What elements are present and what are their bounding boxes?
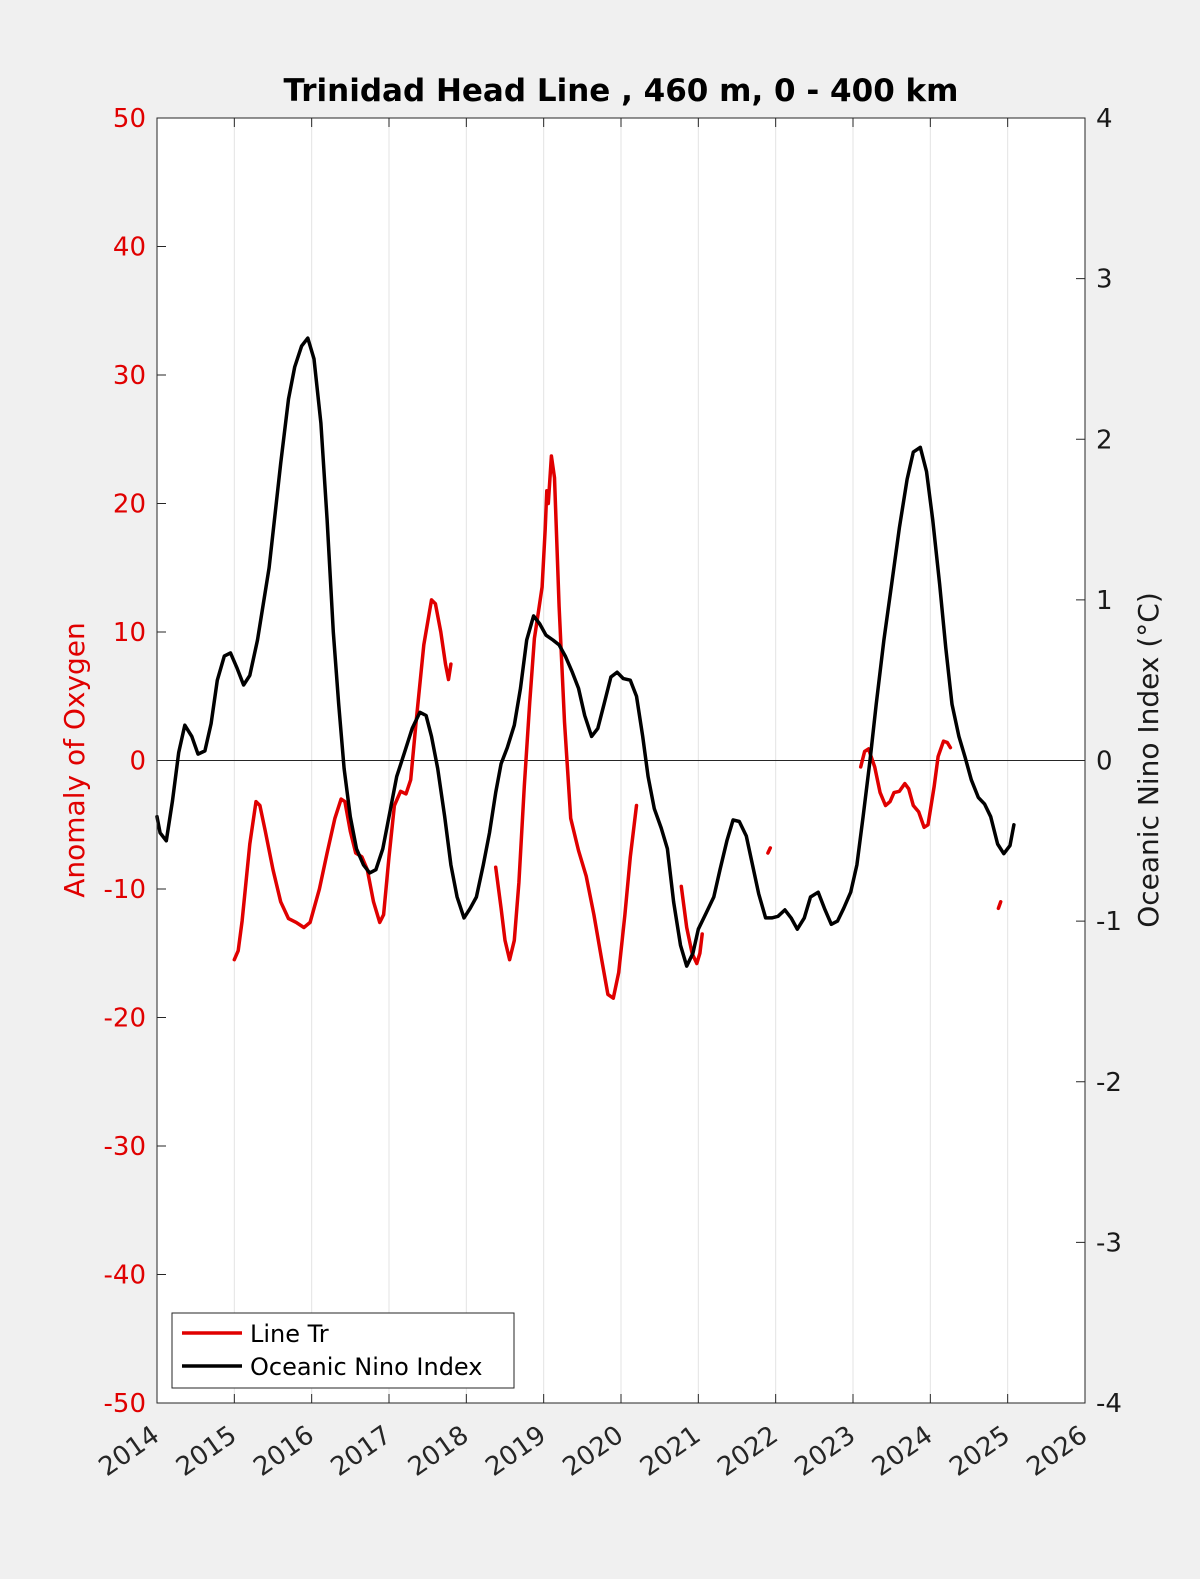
legend-box [171, 1312, 515, 1389]
chart-title: Trinidad Head Line , 460 m, 0 - 400 km [284, 73, 959, 109]
y-right-tick-label: -2 [1096, 1068, 1122, 1098]
y-left-tick-label: 40 [113, 233, 146, 263]
y-right-tick-label: -1 [1096, 907, 1122, 937]
y-left-tick-label: -30 [104, 1132, 146, 1162]
x-tick-label: 2019 [480, 1420, 551, 1483]
y-right-tick-label: -3 [1096, 1228, 1122, 1258]
series-line-tr [766, 846, 773, 855]
left-y-axis: 50 40 30 20 10 0 -10 -20 -30 -40 -50 [104, 104, 166, 1419]
y-right-tick-label: 1 [1096, 586, 1113, 616]
x-tick-label: 2015 [171, 1420, 242, 1483]
y-left-tick-label: -20 [104, 1004, 146, 1034]
y-right-tick-label: -4 [1096, 1389, 1122, 1419]
x-tick-label: 2020 [558, 1420, 629, 1483]
right-y-axis: 4 3 2 1 0 -1 -2 -3 -4 [1076, 104, 1122, 1419]
legend: Line Tr Oceanic Nino Index [171, 1312, 515, 1389]
x-tick-label: 2014 [94, 1420, 165, 1483]
legend-label-oxygen: Line Tr [250, 1320, 329, 1348]
series-line-tr [679, 884, 704, 966]
left-axis-label: Anomaly of Oxygen [58, 622, 91, 898]
right-axis-label: Oceanic Nino Index (°C) [1132, 592, 1165, 928]
series-line-tr [232, 598, 453, 962]
x-tick-label: 2023 [790, 1420, 861, 1483]
y-left-tick-label: 0 [129, 747, 146, 777]
x-tick-label: 2021 [635, 1420, 706, 1483]
y-left-tick-label: -10 [104, 875, 146, 905]
series-line-tr [493, 454, 639, 1000]
y-right-tick-label: 2 [1096, 425, 1113, 455]
x-tick-label: 2017 [326, 1420, 397, 1483]
series-layer [155, 336, 1016, 1000]
series-line-tr [996, 900, 1003, 911]
series-line-tr [858, 739, 953, 830]
x-tick-label: 2025 [944, 1420, 1015, 1483]
x-tick-label: 2016 [248, 1420, 319, 1483]
y-left-tick-label: -40 [104, 1261, 146, 1291]
y-left-tick-label: 50 [113, 104, 146, 134]
y-right-tick-label: 0 [1096, 747, 1113, 777]
y-left-tick-label: 20 [113, 490, 146, 520]
x-tick-label: 2022 [712, 1420, 783, 1483]
legend-label-oni: Oceanic Nino Index [250, 1353, 482, 1381]
y-right-tick-label: 4 [1096, 104, 1113, 134]
x-tick-label: 2024 [867, 1420, 938, 1483]
series-oni [155, 336, 1016, 968]
y-left-tick-label: 30 [113, 361, 146, 391]
x-tick-label: 2026 [1022, 1420, 1093, 1483]
y-left-tick-label: -50 [104, 1389, 146, 1419]
x-tick-label: 2018 [403, 1420, 474, 1483]
y-right-tick-label: 3 [1096, 265, 1113, 295]
y-left-tick-label: 10 [113, 618, 146, 648]
